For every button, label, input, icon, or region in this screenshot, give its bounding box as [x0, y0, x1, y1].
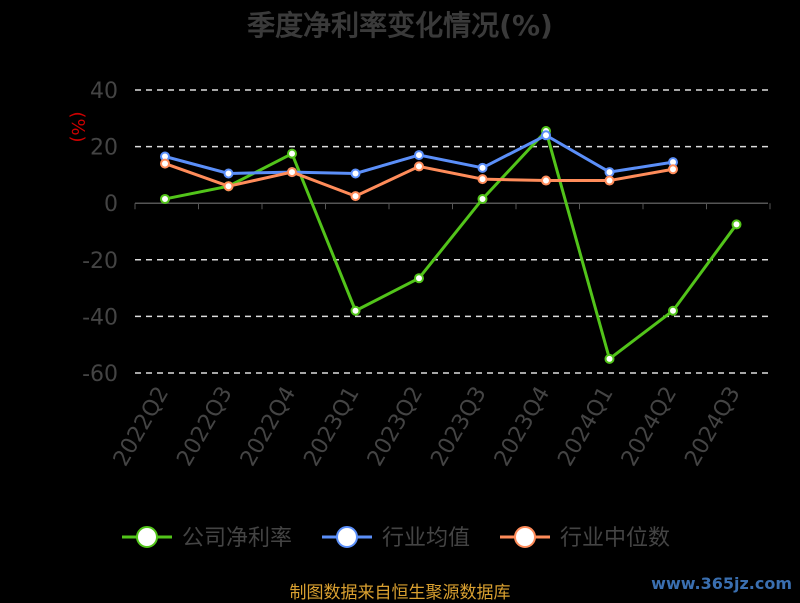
x-tick-label: 2023Q3	[426, 383, 491, 471]
legend-marker	[336, 526, 358, 548]
y-tick-label: -60	[82, 362, 118, 387]
legend-marker	[136, 526, 158, 548]
data-point	[287, 148, 297, 159]
data-point	[604, 175, 615, 186]
series-line	[164, 128, 738, 362]
y-tick-label: 20	[90, 136, 118, 161]
data-point	[414, 273, 424, 284]
data-point	[541, 130, 551, 141]
data-source-note: 制图数据来自恒生聚源数据库	[289, 583, 511, 603]
data-point	[223, 181, 234, 192]
data-point	[414, 150, 424, 161]
data-point	[414, 161, 424, 172]
x-tick-label: 2023Q2	[363, 383, 428, 471]
data-point	[287, 167, 297, 178]
watermark-logo: www.365jz.com	[651, 574, 792, 593]
y-tick-label: 0	[104, 192, 118, 217]
legend-label: 行业中位数	[560, 526, 670, 551]
y-tick-label: -40	[82, 305, 118, 330]
data-point	[350, 305, 361, 316]
data-point	[477, 162, 488, 173]
x-tick-label: 2024Q3	[680, 383, 745, 471]
data-point	[477, 193, 488, 204]
data-point	[731, 219, 742, 230]
data-point	[160, 158, 170, 169]
x-tick-label: 2024Q2	[617, 383, 682, 471]
data-point	[668, 164, 678, 175]
legend-marker	[514, 526, 536, 548]
x-tick-label: 2022Q3	[172, 383, 237, 471]
chart-title: 季度净利率变化情况(%)	[247, 9, 553, 42]
data-point	[223, 168, 234, 179]
x-tick-label: 2023Q1	[299, 383, 364, 471]
x-tick-label: 2022Q4	[236, 383, 301, 471]
legend-label: 公司净利率	[182, 526, 292, 551]
data-point	[350, 168, 361, 179]
data-point	[477, 174, 488, 185]
x-tick-label: 2022Q2	[109, 383, 174, 471]
data-point	[350, 191, 361, 202]
data-point	[541, 175, 551, 186]
x-tick-label: 2023Q4	[490, 383, 555, 471]
legend-label: 行业均值	[382, 526, 470, 551]
x-tick-label: 2024Q1	[553, 383, 618, 471]
y-axis-label: (%)	[67, 111, 88, 142]
data-point	[668, 305, 678, 316]
y-tick-label: -20	[82, 249, 118, 274]
data-point	[160, 193, 170, 204]
y-tick-label: 40	[90, 79, 118, 104]
data-point	[604, 353, 615, 364]
data-point	[604, 167, 615, 178]
